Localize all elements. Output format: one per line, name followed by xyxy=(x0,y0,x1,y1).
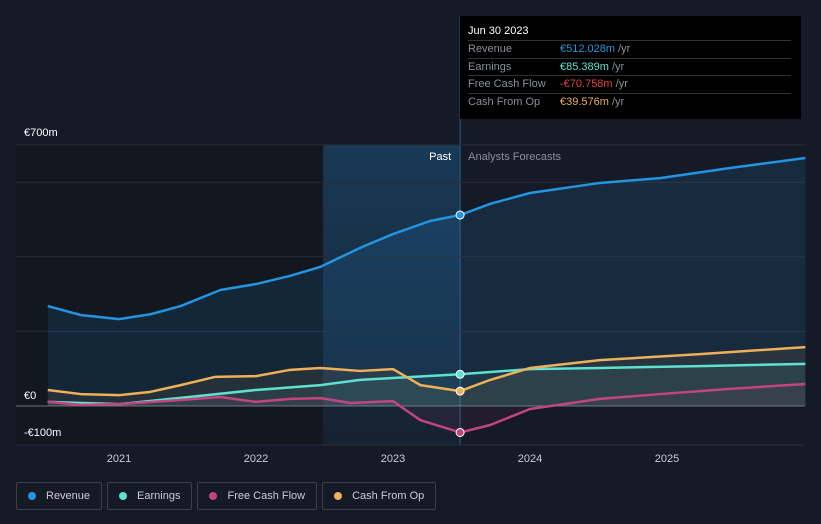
y-tick-label: -€100m xyxy=(24,427,61,439)
legend-dot-icon xyxy=(119,492,128,500)
x-tick-label: 2023 xyxy=(381,453,405,465)
y-tick-label: €700m xyxy=(24,127,58,139)
tooltip-date: Jun 30 2023 xyxy=(468,25,529,37)
past-label: Past xyxy=(429,151,451,163)
unit: /yr xyxy=(612,95,625,108)
tooltip-row: Free Cash Flow -€70.758m /yr xyxy=(468,75,791,93)
series-line-free-cash-flow xyxy=(47,382,806,434)
marker-earnings xyxy=(455,369,465,379)
tooltip-label: Earnings xyxy=(468,60,512,73)
legend-item-free-cash-flow[interactable]: Free Cash Flow xyxy=(197,482,318,510)
legend-label: Revenue xyxy=(46,490,91,502)
pre-past-area xyxy=(16,145,323,445)
unit: /yr xyxy=(612,60,625,73)
tooltip-value: -€70.758m /yr xyxy=(560,76,628,93)
tooltip-row: Revenue €512.028m /yr xyxy=(468,40,791,58)
legend: Revenue Earnings Free Cash Flow Cash From O… xyxy=(16,482,437,510)
series-area-revenue xyxy=(47,157,806,406)
tooltip: Jun 30 2023 Revenue €512.028m /yr Earnings… xyxy=(460,16,801,119)
x-tick-label: 2021 xyxy=(107,453,131,465)
legend-item-earnings[interactable]: Earnings xyxy=(107,482,193,510)
tooltip-label: Free Cash Flow xyxy=(468,78,546,90)
unit: /yr xyxy=(615,78,628,90)
x-tick-label: 2024 xyxy=(518,453,542,465)
legend-label: Free Cash Flow xyxy=(227,490,306,502)
value: €512.028m xyxy=(560,43,616,55)
marker-free-cash-flow xyxy=(455,427,465,437)
legend-item-cash-from-op[interactable]: Cash From Op xyxy=(322,482,437,510)
legend-label: Earnings xyxy=(137,490,181,502)
tooltip-value: €39.576m /yr xyxy=(560,94,624,111)
marker-revenue xyxy=(455,210,465,220)
value: -€70.758m xyxy=(560,78,613,90)
forecast-label: Analysts Forecasts xyxy=(468,151,561,163)
value: €85.389m xyxy=(560,60,609,73)
past-region xyxy=(323,145,461,445)
series-line-earnings xyxy=(47,362,806,406)
series-line-cash-from-op xyxy=(47,345,806,397)
legend-dot-icon xyxy=(209,492,218,500)
unit: /yr xyxy=(618,43,631,55)
value: €39.576m xyxy=(560,95,609,108)
legend-item-revenue[interactable]: Revenue xyxy=(16,482,103,510)
x-tick-label: 2022 xyxy=(244,453,268,465)
marker-cash-from-op xyxy=(455,386,465,396)
tooltip-value: €512.028m /yr xyxy=(560,41,630,58)
legend-label: Cash From Op xyxy=(352,490,425,502)
tooltip-label: Revenue xyxy=(468,43,513,55)
legend-dot-icon xyxy=(334,492,343,500)
x-tick-label: 2025 xyxy=(655,453,679,465)
legend-dot-icon xyxy=(28,492,36,500)
y-tick-label: €0 xyxy=(24,390,36,402)
tooltip-row: Cash From Op €39.576m /yr xyxy=(468,92,791,111)
tooltip-label: Cash From Op xyxy=(468,95,541,108)
tooltip-row: Earnings €85.389m /yr xyxy=(468,57,791,76)
series-area-free-cash-flow xyxy=(47,383,806,433)
tooltip-value: €85.389m /yr xyxy=(560,59,624,76)
series-line-revenue xyxy=(47,156,806,321)
